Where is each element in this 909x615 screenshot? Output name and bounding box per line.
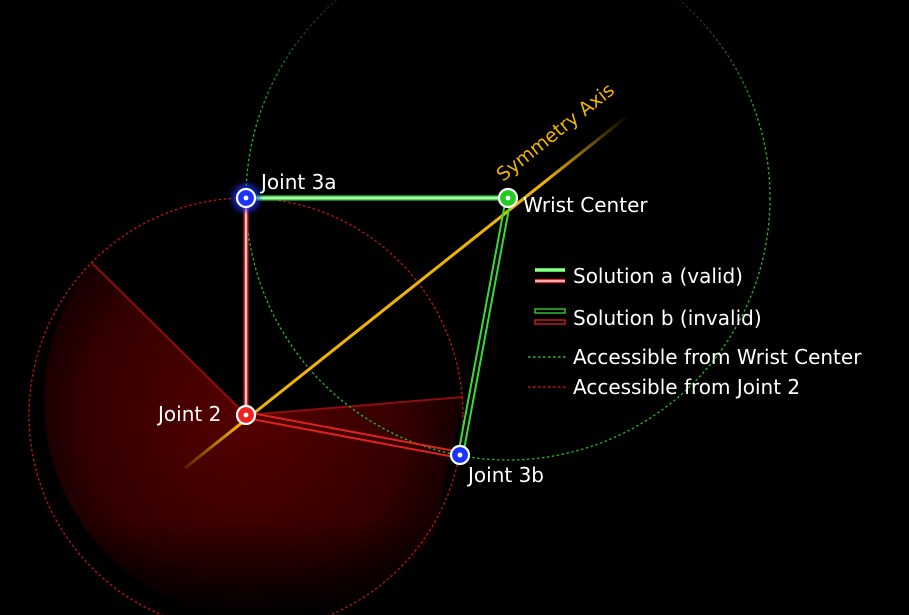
legend: Solution a (valid) Solution b (invalid) …	[528, 264, 862, 399]
joint3a-node	[228, 180, 264, 216]
joint2-node	[235, 404, 257, 426]
joint3b-node	[449, 444, 471, 466]
legend-solution-b-label: Solution b (invalid)	[573, 306, 762, 330]
sector-edge-upper	[91, 262, 247, 416]
solution-b-link-lower-b	[245, 417, 461, 459]
solution-b-link-upper-a	[457, 197, 507, 456]
joint2-label: Joint 2	[156, 402, 221, 426]
wrist-center-label: Wrist Center	[523, 193, 648, 217]
legend-solution-a-label: Solution a (valid)	[573, 264, 743, 288]
wrist-reach-circle	[245, 0, 771, 461]
symmetry-axis-line	[184, 116, 626, 470]
legend-accessible-joint2-label: Accessible from Joint 2	[573, 375, 800, 399]
solution-b-link-upper-b	[462, 197, 512, 456]
symmetry-axis-label: Symmetry Axis	[492, 79, 618, 186]
joint3a-label: Joint 3a	[259, 170, 337, 194]
legend-solution-b-swatch	[534, 308, 566, 325]
legend-accessible-wrist-label: Accessible from Wrist Center	[573, 345, 862, 369]
sector-edge-lower	[245, 396, 464, 416]
legend-solution-a-swatch	[535, 268, 565, 283]
joint3b-label: Joint 3b	[466, 463, 544, 487]
reach-sector-fade	[43, 263, 463, 615]
wrist-center-node	[497, 187, 519, 209]
solution-b-link-lower-a	[245, 411, 461, 453]
